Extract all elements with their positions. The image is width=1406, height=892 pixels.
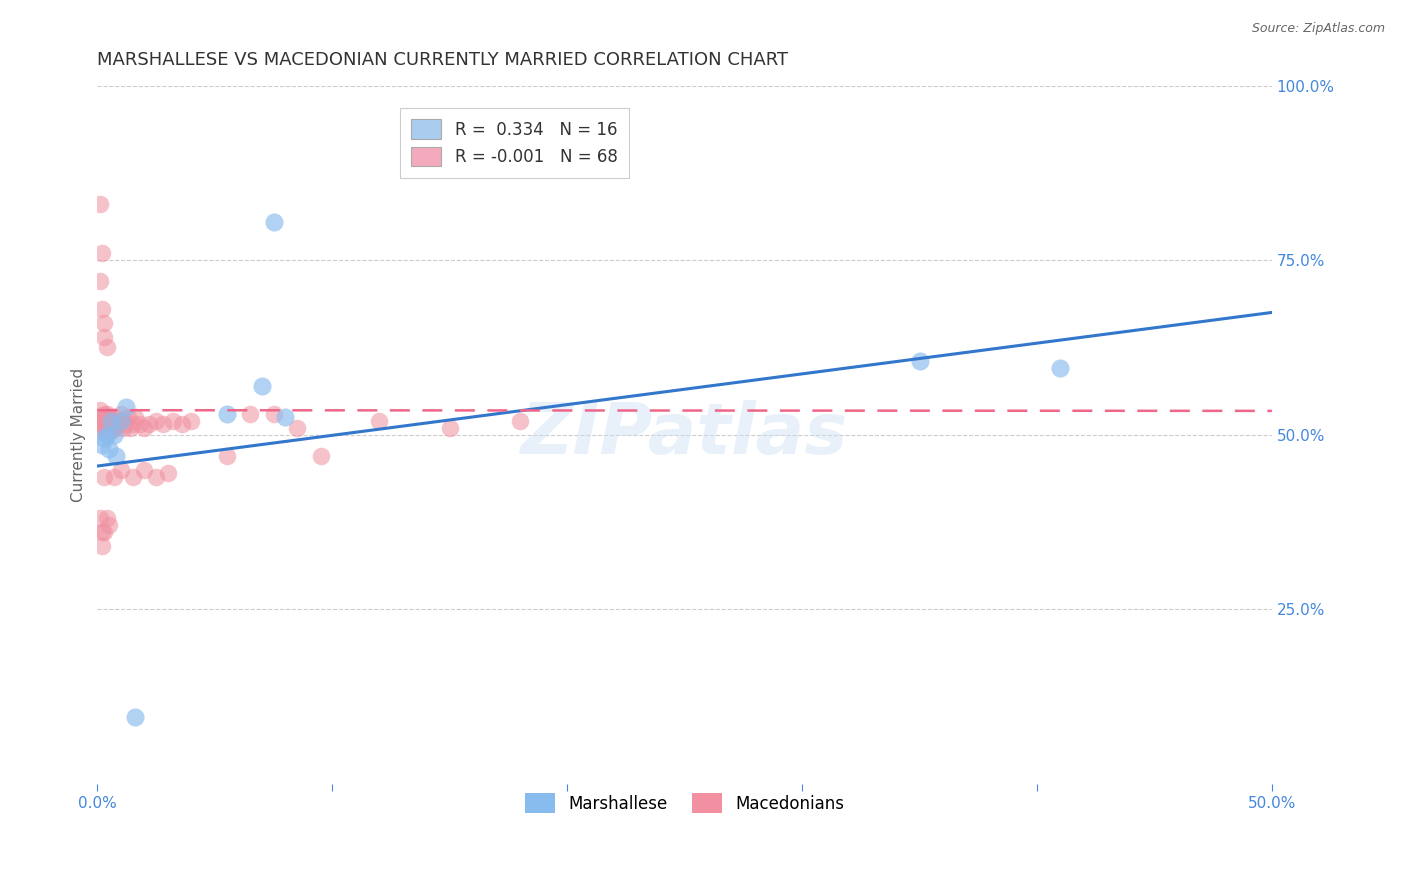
Point (274, 410, 297, 425)
Point (156, 466, 179, 480)
Point (96, 420, 118, 434)
Point (103, 410, 125, 425)
Point (110, 414, 132, 428)
Point (89, 511, 111, 525)
Text: MARSHALLESE VS MACEDONIAN CURRENTLY MARRIED CORRELATION CHART: MARSHALLESE VS MACEDONIAN CURRENTLY MARR… (97, 51, 789, 69)
Point (309, 449, 332, 463)
Point (112, 420, 135, 434)
Point (96, 427, 118, 442)
Point (138, 417, 160, 432)
Point (91, 410, 114, 425)
Point (103, 427, 125, 442)
Point (103, 469, 125, 483)
Point (93, 525, 115, 540)
Point (98, 424, 121, 438)
Point (134, 420, 156, 434)
Point (263, 215, 285, 229)
Point (121, 469, 143, 483)
Point (89, 274, 111, 288)
Point (114, 400, 136, 414)
Point (110, 462, 132, 476)
Point (152, 417, 174, 432)
Point (170, 417, 193, 432)
Point (100, 424, 122, 438)
Text: Source: ZipAtlas.com: Source: ZipAtlas.com (1251, 22, 1385, 36)
Point (105, 414, 128, 428)
Point (215, 407, 238, 421)
Point (96, 511, 118, 525)
Point (368, 414, 391, 428)
Point (124, 710, 146, 724)
Point (134, 462, 156, 476)
Point (180, 414, 202, 428)
Point (114, 417, 136, 432)
Point (91, 525, 114, 540)
Point (105, 420, 128, 434)
Point (103, 420, 125, 434)
Point (91, 301, 114, 316)
Point (96, 414, 118, 428)
Point (239, 407, 262, 421)
Point (145, 469, 167, 483)
Point (98, 417, 121, 432)
Point (100, 414, 122, 428)
Point (121, 417, 143, 432)
Point (162, 414, 184, 428)
Point (89, 410, 111, 425)
Point (91, 424, 114, 438)
Point (89, 197, 111, 211)
Point (93, 407, 115, 421)
Point (91, 438, 114, 452)
Point (96, 407, 118, 421)
Point (120, 420, 142, 434)
Point (1049, 361, 1071, 376)
Point (93, 414, 115, 428)
Point (215, 449, 238, 463)
Point (91, 417, 114, 432)
Point (285, 420, 308, 434)
Point (98, 518, 121, 533)
Point (263, 407, 285, 421)
Point (107, 417, 129, 432)
Text: ZIPatlas: ZIPatlas (522, 401, 848, 469)
Point (96, 340, 118, 354)
Point (89, 403, 111, 417)
Point (908, 354, 931, 368)
Point (93, 316, 115, 330)
Point (93, 420, 115, 434)
Point (98, 442, 121, 456)
Point (250, 378, 273, 392)
Point (100, 414, 122, 428)
Y-axis label: Currently Married: Currently Married (72, 368, 86, 501)
Point (117, 410, 139, 425)
Point (93, 431, 115, 445)
Point (105, 449, 128, 463)
Point (91, 539, 114, 553)
Legend: Marshallese, Macedonians: Marshallese, Macedonians (513, 781, 856, 824)
Point (509, 414, 531, 428)
Point (110, 407, 132, 421)
Point (128, 417, 150, 432)
Point (93, 330, 115, 344)
Point (145, 414, 167, 428)
Point (124, 410, 146, 425)
Point (110, 414, 132, 428)
Point (98, 410, 121, 425)
Point (89, 417, 111, 432)
Point (93, 469, 115, 483)
Point (439, 420, 461, 434)
Point (91, 246, 114, 260)
